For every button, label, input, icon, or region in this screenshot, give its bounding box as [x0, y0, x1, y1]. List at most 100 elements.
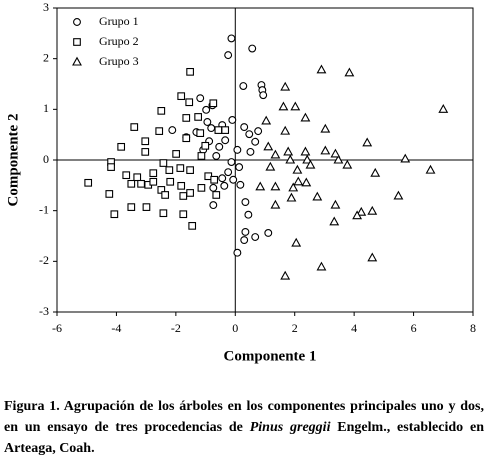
x-tick-label: 6 [411, 321, 417, 335]
point [235, 163, 244, 172]
point [293, 176, 304, 186]
point [333, 154, 344, 164]
point [344, 67, 355, 77]
point [172, 150, 181, 158]
point [320, 145, 331, 155]
x-tick-label: -4 [111, 321, 121, 335]
point [212, 191, 221, 199]
point [209, 99, 218, 108]
legend-label: Grupo 1 [99, 14, 139, 28]
point [240, 123, 249, 132]
point [127, 179, 136, 188]
point [370, 167, 381, 177]
point [264, 229, 273, 237]
point [159, 159, 168, 167]
point [127, 203, 136, 211]
point [290, 101, 301, 111]
point [133, 173, 142, 182]
point [393, 190, 404, 200]
point [197, 152, 206, 160]
point [329, 216, 340, 226]
point [105, 190, 114, 198]
point [248, 44, 257, 53]
point [241, 198, 250, 207]
legend-marker [72, 56, 82, 66]
x-axis-label: Componente 1 [224, 348, 317, 364]
point [179, 210, 188, 219]
point [197, 184, 206, 192]
point [356, 206, 367, 216]
point [220, 181, 229, 190]
point [182, 134, 191, 143]
point [141, 137, 150, 146]
point [84, 178, 93, 187]
point [215, 142, 224, 151]
point [291, 237, 302, 247]
point [367, 205, 378, 215]
point [142, 203, 151, 211]
point [241, 227, 250, 236]
point [288, 182, 299, 192]
point [149, 177, 158, 186]
point [149, 169, 158, 178]
y-tick-label: 0 [43, 152, 49, 166]
x-tick-label: 0 [232, 321, 238, 335]
legend-marker [73, 18, 81, 26]
legend-marker [73, 38, 81, 46]
point [244, 210, 253, 219]
point [254, 127, 263, 136]
point [212, 151, 221, 160]
point [214, 126, 223, 134]
point [157, 186, 166, 194]
point [270, 181, 281, 191]
point [107, 163, 115, 171]
point [280, 125, 291, 135]
point [227, 34, 236, 43]
point [316, 261, 327, 271]
point [400, 153, 411, 163]
point [137, 179, 145, 188]
point [342, 159, 353, 169]
point [186, 189, 194, 197]
point [280, 81, 291, 91]
point [210, 175, 219, 184]
point [302, 154, 313, 164]
point [155, 127, 164, 135]
point [196, 94, 205, 103]
caption-text: Figura 1. Agrupación de los árboles en l… [4, 399, 484, 435]
point [236, 180, 245, 189]
y-tick-label: -2 [39, 253, 49, 267]
point [283, 146, 294, 156]
point [438, 104, 449, 113]
point [185, 98, 194, 107]
point [300, 112, 311, 122]
point [159, 209, 168, 218]
point [316, 64, 327, 74]
point [265, 161, 276, 171]
point [352, 210, 363, 220]
point [122, 171, 131, 180]
x-tick-label: -2 [171, 321, 181, 335]
point [251, 233, 260, 241]
point [362, 137, 373, 147]
point [201, 141, 210, 150]
legend-label: Grupo 3 [99, 54, 139, 68]
point [166, 177, 175, 186]
y-tick-label: 1 [43, 101, 49, 115]
y-axis-label: Componente 2 [5, 114, 21, 207]
point [161, 191, 170, 199]
point [186, 67, 194, 76]
x-tick-label: 4 [351, 321, 357, 335]
point [270, 199, 281, 209]
point [209, 201, 218, 210]
x-tick-label: -6 [52, 321, 62, 335]
point [259, 91, 268, 100]
x-tick-label: 2 [292, 321, 298, 335]
point [305, 159, 316, 169]
point [286, 192, 297, 202]
point [233, 145, 242, 154]
y-tick-label: -3 [39, 304, 49, 318]
point [367, 252, 378, 262]
point [224, 168, 233, 177]
